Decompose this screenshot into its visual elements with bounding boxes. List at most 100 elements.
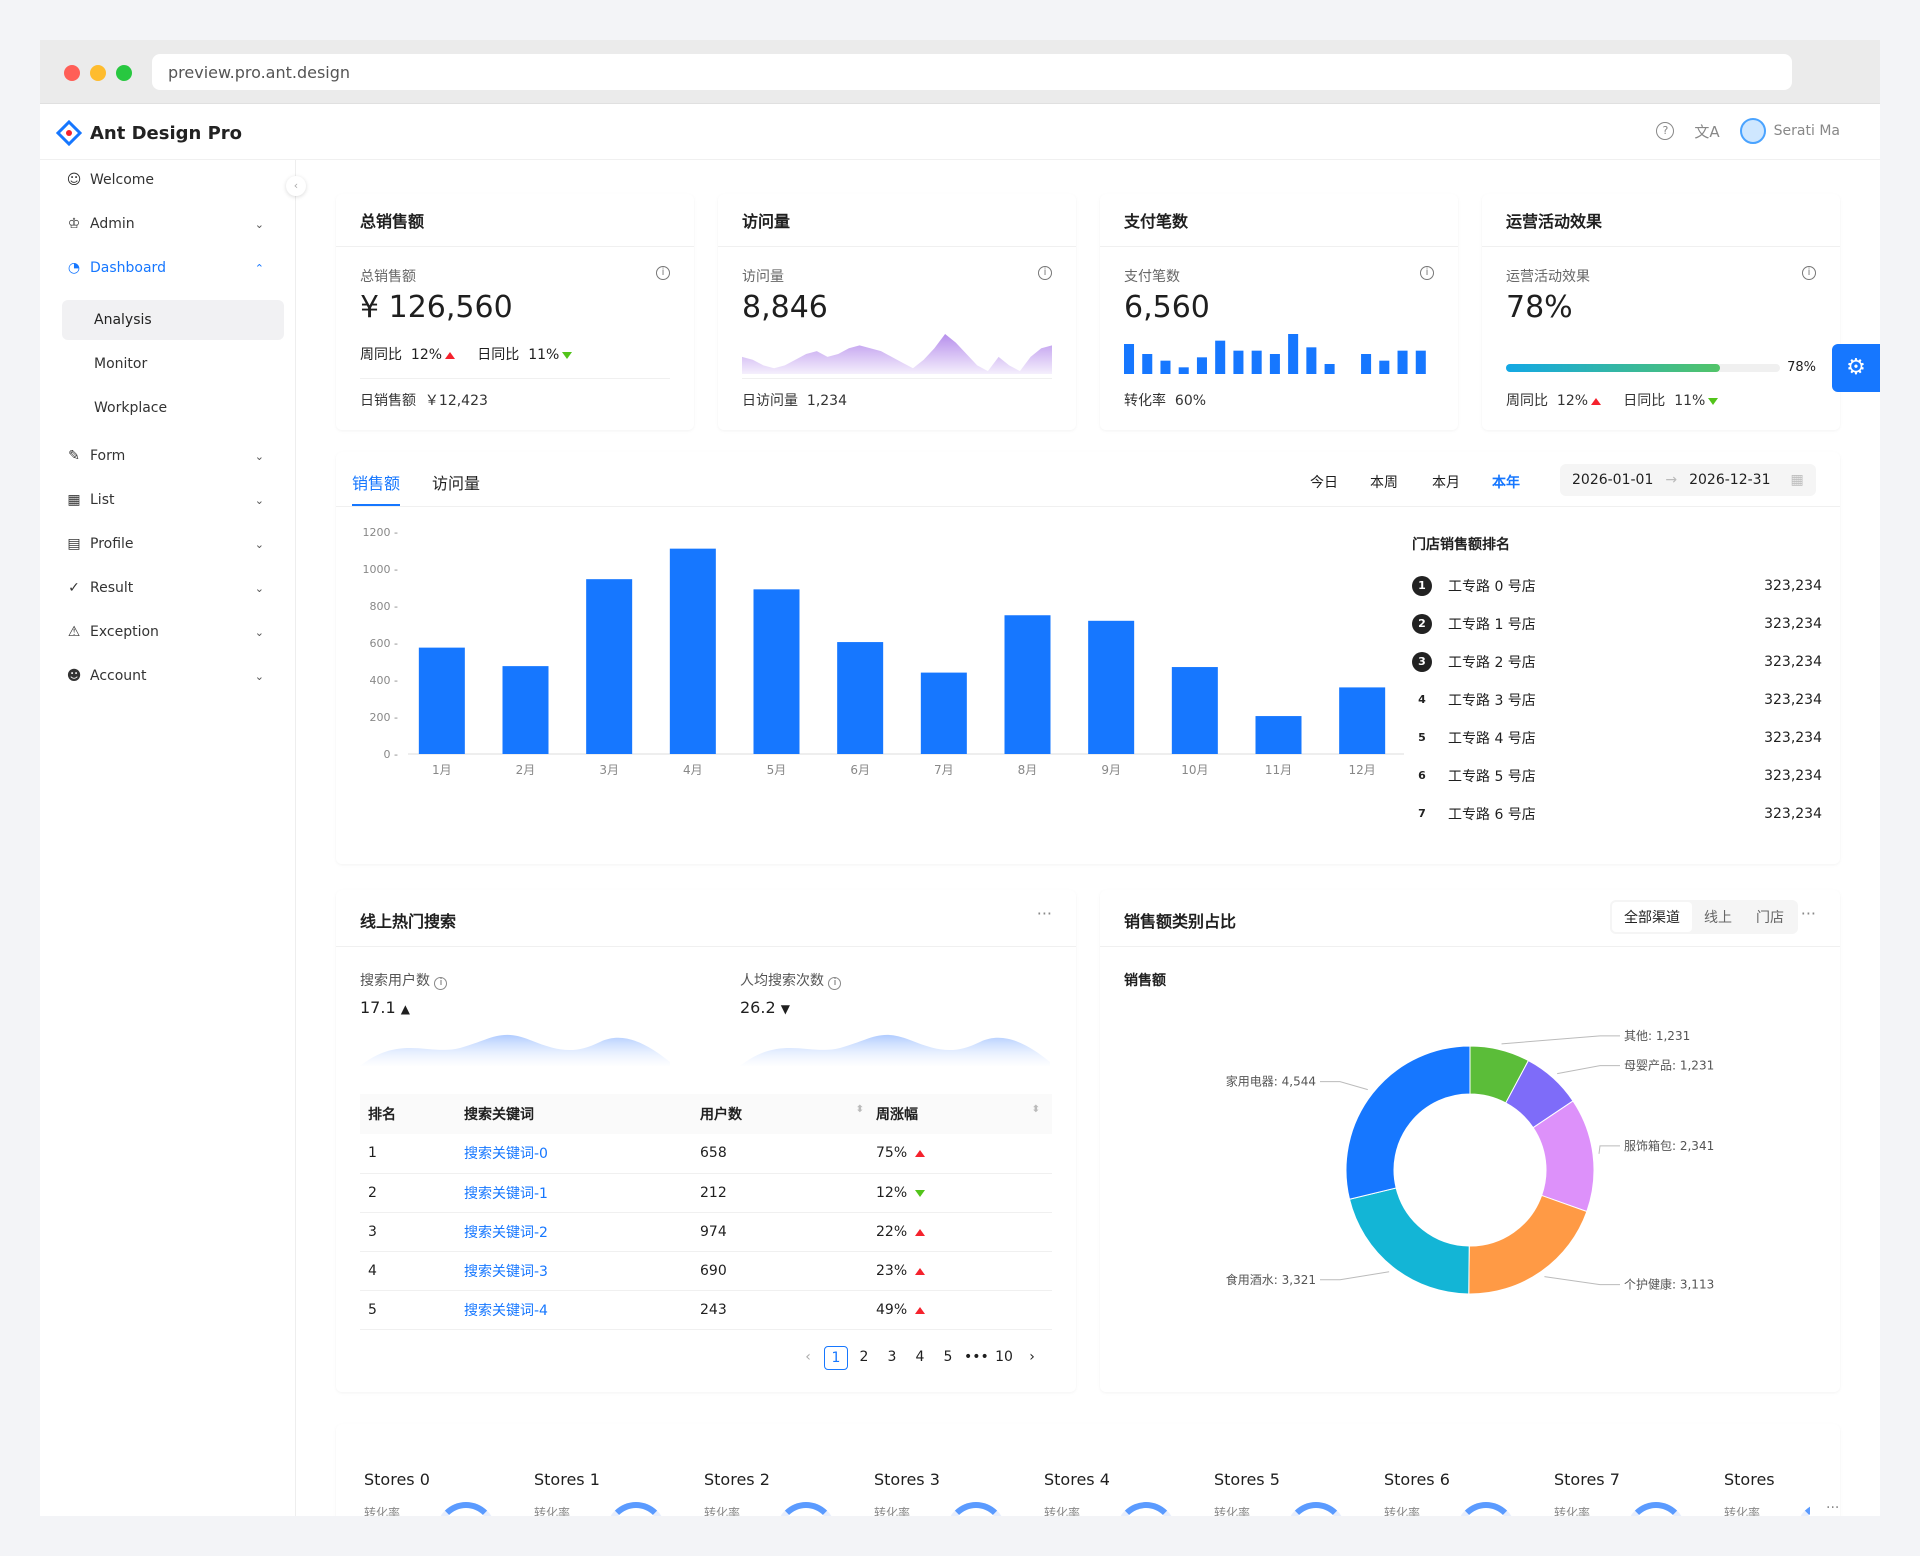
sidebar-item-workplace[interactable]: Workplace (54, 388, 282, 428)
bar[interactable] (669, 548, 716, 754)
range-week[interactable]: 本周 (1370, 475, 1398, 491)
sidebar-item-profile[interactable]: ▤ Profile ⌄ (54, 524, 282, 564)
segment-all[interactable]: 全部渠道 (1612, 902, 1692, 932)
page-item[interactable]: 3 (887, 1349, 897, 1365)
help-icon[interactable]: ? (1656, 122, 1675, 140)
prev-page-icon[interactable]: ‹ (805, 1349, 811, 1365)
range-year[interactable]: 本年 (1492, 475, 1520, 491)
sidebar-item-list[interactable]: ▦ List ⌄ (54, 480, 282, 520)
sort-icon[interactable]: ⬍ (855, 1104, 864, 1115)
bar[interactable] (1255, 716, 1302, 754)
sidebar-item-monitor[interactable]: Monitor (54, 344, 282, 384)
settings-drawer-button[interactable]: ⚙ (1832, 344, 1880, 392)
footer-label: 日访问量 (742, 393, 798, 409)
store-tab[interactable]: Stores 3 (874, 1470, 940, 1489)
page-item[interactable]: ••• (964, 1349, 989, 1365)
tab-sales[interactable]: 销售额 (352, 474, 401, 493)
keyword-link[interactable]: 搜索关键词-2 (464, 1224, 548, 1241)
range-today[interactable]: 今日 (1310, 475, 1338, 491)
sidebar-item-account[interactable]: ☻ Account ⌄ (54, 656, 282, 696)
keyword-link[interactable]: 搜索关键词-1 (464, 1185, 548, 1202)
store-tab[interactable]: Stores 4 (1044, 1470, 1110, 1489)
bar[interactable] (753, 589, 800, 754)
bar[interactable] (1088, 620, 1135, 754)
app-logo[interactable]: Ant Design Pro (56, 120, 242, 146)
store-tab[interactable]: Stores 6 (1384, 1470, 1450, 1489)
cell-users: 974 (700, 1223, 727, 1240)
menu-label: Form (90, 448, 126, 464)
col-change[interactable]: 周涨幅 ⬍ (876, 1094, 1052, 1134)
mini-bar (1233, 350, 1244, 374)
y-tick-label: 200 - (370, 711, 398, 724)
date-range-picker[interactable]: 2026-01-01 → 2026-12-31 ▦ (1560, 464, 1816, 496)
segment-online[interactable]: 线上 (1704, 910, 1732, 926)
page-item[interactable]: 5 (943, 1349, 953, 1365)
page-item[interactable]: 1 (824, 1346, 848, 1370)
bar[interactable] (1004, 615, 1051, 754)
more-icon[interactable]: ··· (1036, 904, 1052, 923)
donut-slice[interactable] (1348, 1187, 1470, 1295)
info-icon[interactable]: i (1420, 266, 1434, 280)
more-icon[interactable]: ··· (1800, 904, 1816, 923)
info-icon[interactable]: i (828, 977, 842, 990)
crown-icon: ♔ (67, 216, 81, 232)
caret-up-icon (915, 1267, 926, 1275)
col-users[interactable]: 用户数 ⬍ (700, 1094, 876, 1134)
menu-label: Account (90, 668, 147, 684)
mini-bar (1397, 350, 1408, 374)
info-icon[interactable]: i (434, 977, 448, 990)
maximize-dot[interactable] (116, 65, 132, 81)
bar[interactable] (1171, 667, 1218, 754)
bar[interactable] (920, 672, 967, 754)
info-icon[interactable]: i (1802, 266, 1816, 280)
next-page-icon[interactable]: › (1029, 1349, 1035, 1365)
sidebar-item-form[interactable]: ✎ Form ⌄ (54, 436, 282, 476)
bar[interactable] (586, 579, 633, 754)
caret-down-icon: ▼ (780, 1002, 790, 1016)
label-leader (1320, 1271, 1390, 1281)
sidebar-item-dashboard[interactable]: ◔ Dashboard ⌃ (54, 248, 282, 288)
label-leader (1598, 1145, 1620, 1154)
donut-slice[interactable] (1468, 1194, 1588, 1295)
tab-visits[interactable]: 访问量 (432, 474, 481, 493)
sales-card: 销售额 访问量 今日 本周 本月 本年 2026-01-01 → 2026-12-3… (336, 452, 1840, 864)
more-icon[interactable]: ··· (1826, 1500, 1840, 1516)
store-tab[interactable]: Stores (1724, 1470, 1775, 1489)
bar[interactable] (1339, 687, 1386, 754)
keyword-link[interactable]: 搜索关键词-0 (464, 1146, 548, 1163)
range-month[interactable]: 本月 (1432, 475, 1460, 491)
rank-badge: 5 (1412, 728, 1432, 748)
sidebar-item-result[interactable]: ✓ Result ⌄ (54, 568, 282, 608)
store-tab[interactable]: Stores 7 (1554, 1470, 1620, 1489)
store-tab[interactable]: Stores 2 (704, 1470, 770, 1489)
close-dot[interactable] (64, 65, 80, 81)
page-item[interactable]: 4 (915, 1349, 925, 1365)
bar[interactable] (837, 642, 884, 754)
keyword-link[interactable]: 搜索关键词-3 (464, 1263, 548, 1280)
donut-slice[interactable] (1345, 1045, 1471, 1200)
info-icon[interactable]: i (656, 266, 670, 280)
page-item[interactable]: 2 (859, 1349, 869, 1365)
user-menu[interactable]: Serati Ma (1739, 118, 1840, 144)
sidebar-collapse-button[interactable]: ‹ (286, 176, 306, 196)
translate-icon[interactable]: 文A (1694, 122, 1720, 141)
keyword-link[interactable]: 搜索关键词-4 (464, 1302, 548, 1319)
sidebar-item-analysis[interactable]: Analysis (62, 300, 284, 340)
bar[interactable] (418, 647, 465, 754)
sidebar-item-exception[interactable]: ⚠ Exception ⌄ (54, 612, 282, 652)
bar[interactable] (502, 666, 549, 754)
sort-icon[interactable]: ⬍ (1031, 1104, 1040, 1115)
caret-down-icon (1708, 398, 1719, 405)
url-bar[interactable]: preview.pro.ant.design (152, 54, 1792, 90)
info-icon[interactable]: i (1038, 266, 1052, 280)
store-tab[interactable]: Stores 5 (1214, 1470, 1280, 1489)
store-tab[interactable]: Stores 1 (534, 1470, 600, 1489)
slice-label: 个护健康: 3,113 (1624, 1277, 1714, 1292)
mini-bar (1251, 350, 1262, 374)
segment-store[interactable]: 门店 (1756, 910, 1784, 926)
store-tab[interactable]: Stores 0 (364, 1470, 430, 1489)
sidebar-item-welcome[interactable]: ☺ Welcome (54, 160, 282, 200)
minimize-dot[interactable] (90, 65, 106, 81)
page-item[interactable]: 10 (995, 1349, 1013, 1365)
sidebar-item-admin[interactable]: ♔ Admin ⌄ (54, 204, 282, 244)
